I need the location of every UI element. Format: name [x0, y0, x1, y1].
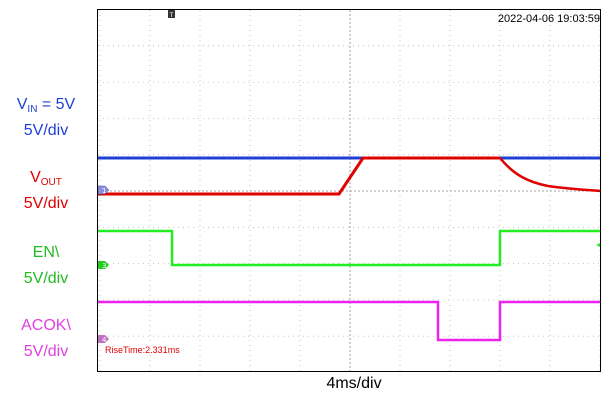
graticule: [98, 10, 600, 371]
vin-name: VIN = 5V: [16, 96, 76, 115]
rise-time-measurement: RiseTime:2.331ms: [105, 345, 180, 355]
timestamp: 2022-04-06 19:03:59: [497, 13, 600, 25]
channel-3-marker: 3: [98, 261, 109, 270]
oscilloscope-screen: T 1 3 4 2022-04-06 19:03:59 RiseTime:2.3…: [97, 9, 601, 372]
acok-scale: 5V/div: [23, 343, 69, 360]
vout-trace: [98, 156, 500, 196]
vin-label: VIN = 5V 5V/div: [0, 95, 92, 141]
vout-label: VOUT 5V/div: [0, 168, 92, 214]
vout-scale: 5V/div: [23, 195, 69, 212]
time-scale-label: 4ms/div: [326, 375, 382, 392]
svg-text:T: T: [169, 12, 174, 19]
acok-name: ACOK\: [21, 317, 71, 334]
scope-plot: T 1 3 4: [98, 10, 600, 371]
en-label: EN\ 5V/div: [0, 243, 92, 289]
acok-trace: [98, 300, 600, 342]
en-trace: [98, 229, 600, 267]
vin-scale: 5V/div: [23, 122, 69, 139]
en-right-marker-icon: [596, 243, 600, 247]
trigger-marker-icon: T: [168, 10, 175, 19]
channel-4-label: 4: [102, 336, 107, 344]
channel-4-marker: 4: [98, 335, 109, 344]
channel-1-marker: 1: [98, 185, 110, 195]
en-name: EN\: [32, 244, 60, 261]
vout-decay-trace: [499, 157, 600, 193]
channel-3-label: 3: [102, 262, 106, 270]
acok-label: ACOK\ 5V/div: [0, 316, 92, 362]
en-scale: 5V/div: [23, 270, 69, 287]
channel-1-label: 1: [102, 187, 106, 195]
vout-name: VOUT: [30, 169, 62, 188]
